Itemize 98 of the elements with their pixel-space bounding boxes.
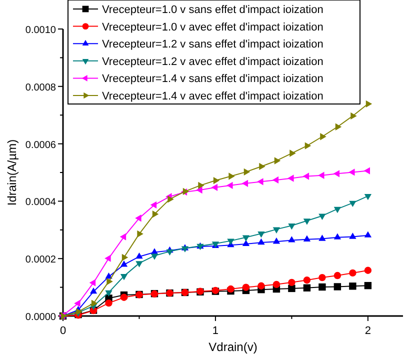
point — [89, 279, 96, 286]
point — [272, 227, 280, 234]
point — [364, 266, 372, 274]
point — [137, 230, 144, 238]
y-tick-label: 0.0000 — [25, 312, 56, 323]
point — [288, 174, 294, 182]
point — [320, 133, 326, 140]
point — [104, 254, 111, 262]
point — [244, 168, 250, 176]
point — [303, 218, 311, 225]
point — [366, 100, 372, 108]
point — [288, 236, 296, 242]
point — [152, 210, 159, 218]
point — [333, 170, 340, 178]
point — [349, 282, 356, 290]
point — [105, 290, 112, 297]
point — [242, 180, 248, 187]
point — [257, 178, 264, 186]
point — [242, 235, 250, 242]
point — [242, 284, 250, 291]
point — [318, 274, 326, 282]
point — [150, 254, 158, 260]
y-tick-label: 0.0008 — [25, 82, 56, 94]
point — [226, 182, 233, 189]
point — [120, 260, 128, 267]
point — [122, 254, 128, 262]
point — [91, 300, 98, 307]
x-tick-label: 1 — [212, 325, 219, 337]
point — [213, 176, 220, 184]
point — [364, 231, 372, 238]
x-tick-label: 2 — [364, 325, 371, 337]
legend-label: Vrecepteur=1.4 v sans effet d'impact ioization — [102, 73, 324, 86]
point — [90, 287, 98, 294]
x-axis-title: Vdrain(v) — [208, 340, 258, 354]
point — [120, 233, 126, 240]
point — [272, 238, 280, 244]
point — [350, 112, 357, 120]
point — [303, 235, 311, 242]
legend-label: Vrecepteur=1.4 v avec effet d'impact ioization — [102, 90, 324, 102]
point — [318, 283, 326, 291]
point — [364, 167, 370, 174]
point — [272, 280, 280, 288]
point — [334, 206, 342, 214]
y-axis-title: Idrain(A/µm) — [5, 139, 19, 206]
y-tick-label: 0.0002 — [25, 254, 56, 266]
y-tick-label: 0.0010 — [25, 25, 56, 36]
point — [74, 300, 80, 307]
point — [349, 232, 356, 239]
point — [198, 182, 204, 189]
legend-label: Vrecepteur=1.0 v avec effet d'impact ioization — [102, 21, 324, 34]
point — [364, 194, 372, 200]
point — [304, 142, 312, 150]
point — [136, 261, 143, 268]
point — [288, 278, 296, 286]
legend-label: Vrecepteur=1.0 v sans effet d'impact ioization — [102, 4, 324, 16]
point — [135, 214, 142, 222]
point — [242, 240, 250, 246]
point — [288, 284, 296, 292]
point — [150, 201, 157, 209]
point — [166, 249, 174, 256]
point — [318, 214, 326, 220]
point — [274, 157, 281, 164]
point — [334, 283, 342, 290]
point — [168, 196, 174, 203]
point — [302, 172, 310, 180]
legend-label: Vrecepteur=1.2 v avec effet d'impact ioization — [102, 56, 324, 68]
point — [105, 299, 112, 307]
point — [334, 272, 342, 280]
point — [349, 269, 356, 277]
point — [211, 184, 218, 192]
point — [318, 172, 324, 179]
point — [120, 294, 128, 301]
point — [106, 278, 113, 286]
point — [348, 168, 355, 176]
point — [335, 123, 342, 130]
point — [258, 232, 265, 238]
point — [364, 282, 372, 290]
legend-label: Vrecepteur=1.2 v sans effet d'impact ioization — [102, 38, 324, 51]
point — [196, 186, 202, 194]
y-tick-label: 0.0004 — [25, 197, 56, 208]
point — [120, 274, 128, 280]
point — [334, 233, 342, 240]
y-tick-label: 0.0006 — [25, 140, 56, 151]
x-tick-label: 0 — [60, 325, 66, 337]
point — [105, 272, 112, 279]
point — [290, 150, 296, 157]
point — [288, 224, 296, 230]
point — [227, 238, 234, 245]
point — [349, 200, 356, 208]
point — [259, 162, 266, 170]
point — [303, 276, 311, 284]
point — [318, 234, 326, 241]
point — [136, 252, 143, 259]
point — [258, 282, 265, 290]
point — [258, 238, 265, 245]
point — [228, 172, 235, 180]
point — [272, 176, 279, 184]
point — [303, 284, 311, 292]
